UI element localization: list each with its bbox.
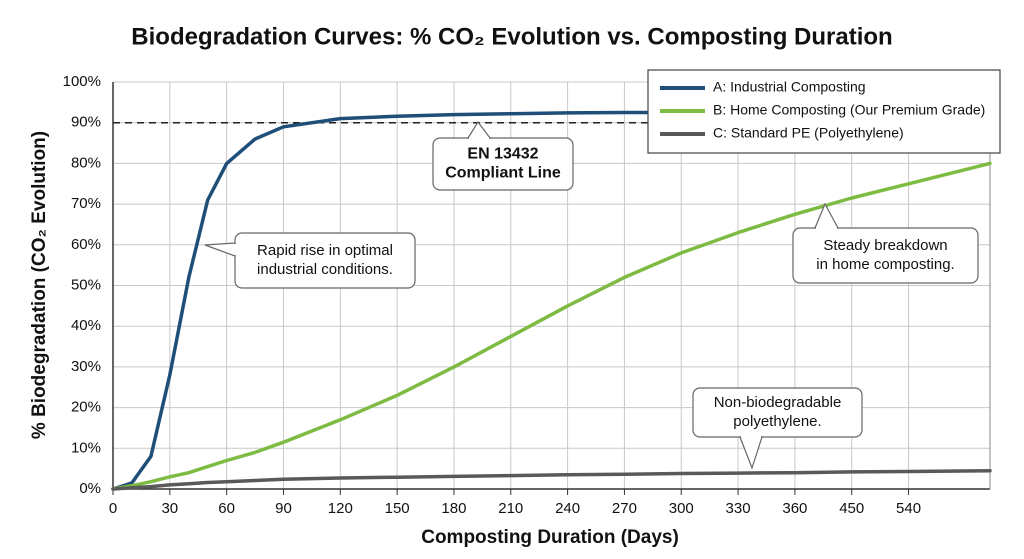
y-tick-label: 20% xyxy=(71,399,101,416)
x-tick-label: 240 xyxy=(555,500,580,517)
callout-text: Non-biodegradable xyxy=(714,394,842,411)
x-tick-label: 540 xyxy=(896,500,921,517)
x-tick-label: 300 xyxy=(669,500,694,517)
callout-box xyxy=(432,137,574,191)
callout-pointer xyxy=(204,242,236,257)
callout-box xyxy=(234,232,416,289)
x-tick-label: 270 xyxy=(612,500,637,517)
callout-text: Rapid rise in optimal xyxy=(257,242,393,259)
x-tick-label: 60 xyxy=(218,500,235,517)
x-tick-label: 330 xyxy=(726,500,751,517)
y-tick-label: 100% xyxy=(63,73,101,90)
data-line xyxy=(111,468,992,491)
y-tick-label: 30% xyxy=(71,358,101,375)
callout-text: in home composting. xyxy=(816,256,954,273)
callout-box xyxy=(692,387,863,438)
callout-text: Compliant Line xyxy=(445,165,561,182)
legend: A: Industrial Composting B: Home Composti… xyxy=(647,69,1001,154)
y-tick-label: 90% xyxy=(71,114,101,131)
callout: EN 13432 Compliant Line xyxy=(432,120,574,191)
callout-box xyxy=(792,227,979,284)
x-tick-label: 360 xyxy=(782,500,807,517)
x-tick-label: 210 xyxy=(498,500,523,517)
chart-title: Biodegradation Curves: % CO₂ Evolution v… xyxy=(131,23,892,50)
callout-pointer xyxy=(739,436,763,470)
legend-label: C: Standard PE (Polyethylene) xyxy=(713,125,904,141)
legend-label: A: Industrial Composting xyxy=(713,79,866,95)
y-tick-label: 60% xyxy=(71,236,101,253)
y-tick-label: 10% xyxy=(71,439,101,456)
callout-pointer xyxy=(466,120,492,139)
callout-text: EN 13432 xyxy=(467,146,538,163)
callout-text: industrial conditions. xyxy=(257,261,393,278)
y-axis-title: % Biodegradation (CO₂ Evolution) xyxy=(29,131,50,439)
x-axis-title: Composting Duration (Days) xyxy=(421,527,679,548)
legend-label: B: Home Composting (Our Premium Grade) xyxy=(713,102,985,118)
x-tick-label: 30 xyxy=(161,500,178,517)
y-tick-label: 50% xyxy=(71,276,101,293)
callout: Rapid rise in optimal industrial conditio… xyxy=(204,232,416,289)
x-tick-label: 180 xyxy=(441,500,466,517)
x-tick-label: 150 xyxy=(385,500,410,517)
callout: Steady breakdown in home composting. xyxy=(792,202,979,284)
y-tick-label: 0% xyxy=(79,480,101,497)
x-tick-label: 0 xyxy=(109,500,117,517)
y-tick-label: 40% xyxy=(71,317,101,334)
x-tick-label: 450 xyxy=(839,500,864,517)
y-tick-label: 70% xyxy=(71,195,101,212)
x-tick-label: 120 xyxy=(328,500,353,517)
y-tick-label: 80% xyxy=(71,154,101,171)
callout-text: polyethylene. xyxy=(733,413,821,430)
legend-box xyxy=(647,69,1001,154)
callout-text: Steady breakdown xyxy=(823,237,947,254)
x-tick-label: 90 xyxy=(275,500,292,517)
data-line xyxy=(111,161,992,491)
callout: Non-biodegradable polyethylene. xyxy=(692,387,863,470)
